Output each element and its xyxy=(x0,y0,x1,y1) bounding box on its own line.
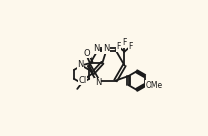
Text: O: O xyxy=(84,49,90,58)
Text: F: F xyxy=(122,38,127,47)
Text: N: N xyxy=(77,61,84,69)
Text: N: N xyxy=(95,78,101,87)
Text: F: F xyxy=(128,42,133,51)
Text: OMe: OMe xyxy=(145,81,162,90)
Text: Cl: Cl xyxy=(78,76,87,85)
Text: N: N xyxy=(103,44,109,53)
Text: F: F xyxy=(116,42,120,51)
Text: N: N xyxy=(94,44,100,53)
